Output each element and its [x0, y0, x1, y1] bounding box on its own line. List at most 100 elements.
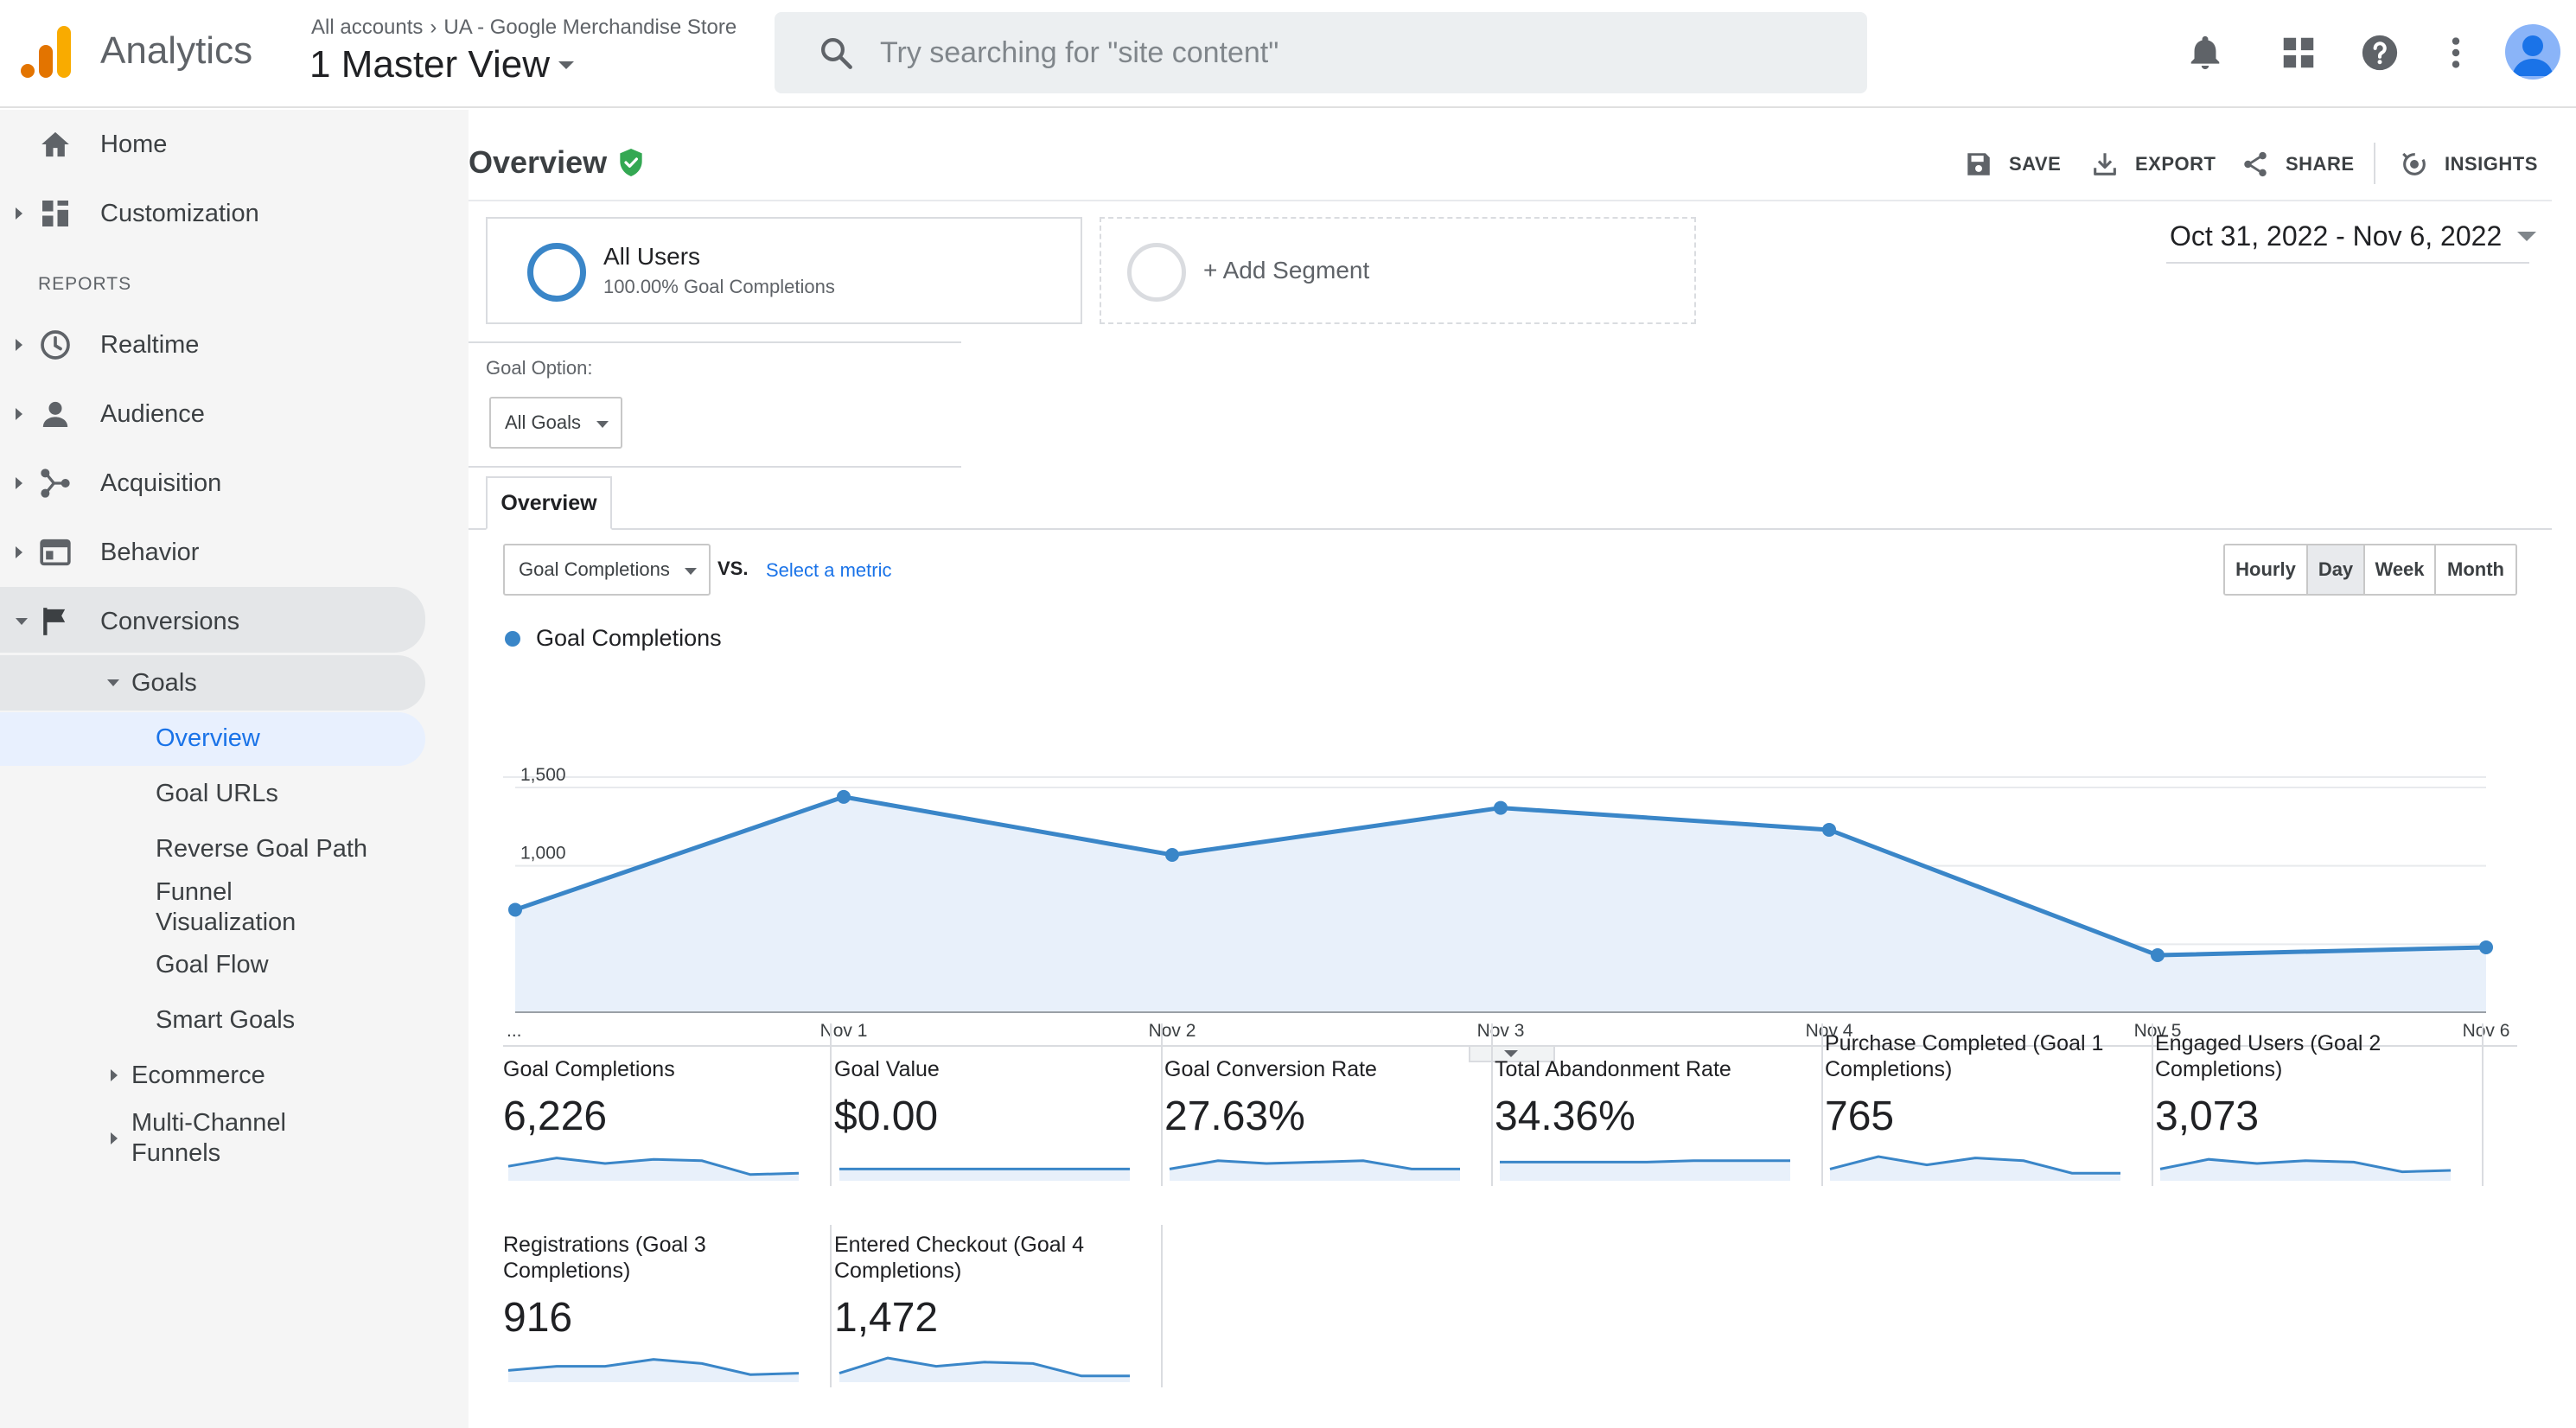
- x-tick-label: Nov 3: [1477, 1021, 1525, 1041]
- tab-overview[interactable]: Overview: [486, 476, 612, 530]
- scorecard-label: Engaged Users (Goal 2 Completions): [2155, 1031, 2382, 1081]
- data-point[interactable]: [837, 789, 851, 804]
- view-selector[interactable]: 1 Master View: [309, 43, 574, 86]
- data-point[interactable]: [2151, 948, 2165, 963]
- sidebar-item-goal-flow[interactable]: Goal Flow: [156, 951, 269, 979]
- chart-points: [508, 789, 2493, 963]
- sidebar-item-conversions[interactable]: Conversions: [0, 591, 425, 652]
- chart-x-ticks: ... Nov 1 Nov 2 Nov 3 Nov 4 Nov 5 Nov 6: [507, 1021, 2509, 1041]
- apps-grid-icon[interactable]: [2279, 33, 2318, 73]
- share-button[interactable]: SHARE: [2241, 150, 2355, 179]
- tab-divider: [469, 528, 2552, 530]
- data-point[interactable]: [508, 902, 522, 917]
- chart-collapse-handle[interactable]: [1469, 1045, 1555, 1062]
- more-vert-icon[interactable]: [2436, 33, 2476, 73]
- scorecard-label: Goal Completions: [503, 1057, 675, 1081]
- data-point[interactable]: [2479, 940, 2493, 954]
- sidebar-item-ecommerce[interactable]: Ecommerce: [0, 1045, 425, 1106]
- granularity-week-button[interactable]: Week: [2365, 545, 2436, 594]
- granularity-hourly-button[interactable]: Hourly: [2225, 545, 2308, 594]
- help-icon[interactable]: [2360, 33, 2400, 73]
- sidebar-item-goals[interactable]: Goals: [0, 653, 425, 713]
- search-bar[interactable]: [775, 12, 1867, 93]
- scorecard[interactable]: Entered Checkout (Goal 4 Completions) 1,4…: [834, 1225, 1163, 1387]
- scorecard[interactable]: Total Abandonment Rate 34.36%: [1495, 1023, 1823, 1186]
- sidebar-item-home[interactable]: Home: [0, 114, 467, 175]
- insights-button[interactable]: INSIGHTS: [2400, 150, 2538, 179]
- main-content: Overview SAVE EXPORT SHARE INSIGHTS All …: [469, 110, 2576, 1428]
- granularity-month-button[interactable]: Month: [2436, 545, 2515, 594]
- breadcrumb[interactable]: All accounts › UA - Google Merchandise Sto…: [311, 16, 736, 40]
- save-button[interactable]: SAVE: [1964, 150, 2061, 179]
- person-icon: [42, 401, 68, 427]
- segment-all-users[interactable]: All Users 100.00% Goal Completions: [486, 217, 1082, 324]
- sparkline-fill: [1500, 1160, 1790, 1181]
- account-avatar[interactable]: [2505, 24, 2560, 80]
- toolbar-divider: [2374, 143, 2375, 184]
- scorecard-divider: [1161, 1023, 1163, 1186]
- breadcrumb-account[interactable]: All accounts: [311, 16, 424, 39]
- sparkline-fill: [508, 1157, 799, 1181]
- x-tick-label: Nov 2: [1149, 1021, 1196, 1041]
- date-range-picker[interactable]: Oct 31, 2022 - Nov 6, 2022: [2170, 220, 2537, 252]
- sidebar-item-goals-overview[interactable]: Overview: [156, 724, 260, 752]
- collapse-arrow-icon: [16, 618, 28, 625]
- x-tick-label: ...: [507, 1021, 522, 1041]
- goal-option-value: All Goals: [505, 411, 582, 433]
- sidebar-item-behavior[interactable]: Behavior: [0, 522, 467, 583]
- expand-arrow-icon: [111, 1132, 118, 1144]
- sidebar-item-goal-urls[interactable]: Goal URLs: [156, 780, 278, 807]
- scorecard-value: 1,472: [834, 1295, 939, 1341]
- data-point[interactable]: [1822, 822, 1836, 837]
- sidebar-item-realtime[interactable]: Realtime: [0, 315, 467, 375]
- flag-icon: [43, 608, 66, 635]
- sparkline-fill: [839, 1358, 1130, 1382]
- sidebar-item-customization[interactable]: Customization: [0, 183, 467, 244]
- data-point[interactable]: [1165, 847, 1179, 862]
- scorecard[interactable]: Goal Completions 6,226: [503, 1023, 832, 1186]
- segment-subtitle: 100.00% Goal Completions: [603, 276, 835, 297]
- select-metric-link[interactable]: Select a metric: [766, 559, 892, 581]
- scorecard[interactable]: Engaged Users (Goal 2 Completions) 3,073: [2155, 1023, 2484, 1186]
- sparkline-line: [1500, 1159, 1790, 1163]
- scorecard[interactable]: Goal Value $0.00: [834, 1023, 1163, 1186]
- page-title-text: Overview: [469, 144, 608, 180]
- notifications-icon[interactable]: [2185, 33, 2225, 73]
- analytics-logo-icon[interactable]: [21, 26, 71, 78]
- scorecard-label: Goal Value: [834, 1057, 940, 1081]
- sidebar-item-audience[interactable]: Audience: [0, 384, 467, 444]
- scorecard-value: 3,073: [2155, 1093, 2260, 1139]
- scorecard[interactable]: Purchase Completed (Goal 1 Completions) 7…: [1825, 1023, 2153, 1186]
- scorecard-label: Registrations (Goal 3 Completions): [503, 1233, 706, 1283]
- breadcrumb-property[interactable]: UA - Google Merchandise Store: [443, 16, 737, 39]
- vs-label: VS.: [717, 558, 749, 579]
- sidebar-item-label: Ecommerce: [131, 1061, 265, 1089]
- scorecard-divider: [1161, 1225, 1163, 1387]
- metric-dropdown[interactable]: Goal Completions: [503, 544, 711, 596]
- data-point[interactable]: [1494, 800, 1508, 815]
- scorecard[interactable]: Goal Conversion Rate 27.63%: [1164, 1023, 1493, 1186]
- add-segment-button[interactable]: + Add Segment: [1100, 217, 1696, 324]
- sidebar-item-smart-goals[interactable]: Smart Goals: [156, 1006, 296, 1034]
- y-tick-label: 1,000: [520, 844, 566, 864]
- x-tick-label: Nov 6: [2463, 1021, 2510, 1041]
- sparkline-fill: [839, 1169, 1130, 1181]
- export-button[interactable]: EXPORT: [2090, 150, 2216, 179]
- sparkline-line: [507, 1358, 800, 1376]
- search-input[interactable]: [880, 29, 1831, 76]
- home-icon: [41, 131, 69, 157]
- sidebar-item-label: Audience: [100, 399, 205, 428]
- save-icon: [1967, 153, 1990, 175]
- date-underline: [2166, 262, 2529, 264]
- sidebar-item-acquisition[interactable]: Acquisition: [0, 453, 467, 513]
- goal-option-dropdown[interactable]: All Goals: [489, 397, 622, 449]
- sidebar-item-multi-channel-funnels[interactable]: Multi-Channel Funnels: [0, 1106, 425, 1171]
- sidebar-item-funnel-visualization[interactable]: Funnel Visualization: [156, 878, 296, 936]
- granularity-day-button[interactable]: Day: [2308, 545, 2365, 594]
- scorecard-divider: [830, 1225, 832, 1387]
- sidebar-item-label: Multi-Channel Funnels: [131, 1109, 286, 1167]
- scorecard[interactable]: Registrations (Goal 3 Completions) 916: [503, 1225, 832, 1387]
- goal-option-label: Goal Option:: [486, 357, 593, 379]
- person-avatar-icon: [2512, 35, 2554, 76]
- sidebar-item-reverse-goal-path[interactable]: Reverse Goal Path: [156, 835, 368, 863]
